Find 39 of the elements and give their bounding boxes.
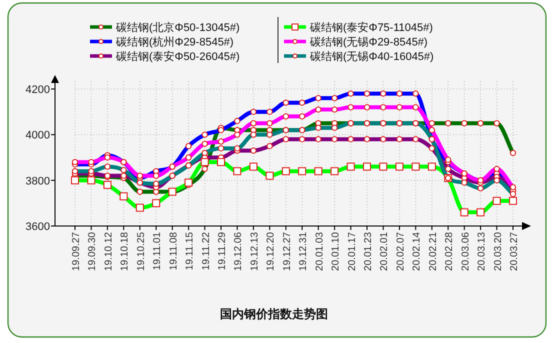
legend-label: 碳结钢(无锡Φ40-16045#) [309,50,434,63]
x-tick-label: 19.11.22 [200,232,212,270]
x-tick-label: 20.02.21 [428,232,439,271]
x-tick-label: 19.12.20 [266,232,277,271]
x-tick-label: 20.01.17 [346,232,358,271]
x-tick-label: 20.03.06 [460,232,472,271]
x-tick-label: 19.10.12 [103,232,114,271]
x-tick-label: 19.09.30 [87,232,98,271]
x-tick-label: 20.02.28 [444,232,456,271]
legend-label: 碳结钢(北京Φ50-13045#) [115,21,240,34]
x-tick-label: 19.12.13 [249,232,260,271]
text: 国内钢价指数走势图 [220,307,328,321]
x-tick-label: 19.12.06 [233,232,244,271]
x-tick-label: 20.03.27 [509,232,520,271]
x-tick-label: 19.10.25 [136,232,147,271]
legend-label: 碳结钢(无锡Φ29-8545#) [309,36,428,48]
y-tick-label: 3800 [26,175,50,188]
x-tick-label: 19.11.01 [152,232,164,270]
x-tick-label: 20.01.10 [330,232,342,271]
x-tick-label: 19.12.31 [298,232,310,271]
y-tick-label: 4200 [26,84,50,96]
y-tick-label: 4000 [26,130,50,142]
x-tick-label: 19.11.15 [184,232,196,270]
x-tick-label: 19.12.27 [282,232,293,271]
x-tick-label: 20.03.20 [492,232,504,271]
x-tick-label: 20.02.07 [395,232,406,271]
x-tick-label: 20.01.23 [363,232,374,271]
x-tick-label: 19.11.29 [217,232,228,270]
x-tick-label: 20.02.14 [412,232,423,271]
legend-label: 碳结钢(泰安Φ50-26045#) [115,50,240,63]
legend-label: 碳结钢(泰安Φ75-11045#) [309,21,433,34]
x-tick-label: 19.09.27 [71,232,82,271]
x-tick-label: 19.10.18 [120,232,131,271]
x-tick-label: 20.02.01 [379,232,390,271]
legend-label: 碳结钢(杭州Φ29-8545#) [115,36,234,48]
y-tick-label: 3600 [26,221,50,233]
x-tick-label: 20.03.13 [476,232,488,271]
x-tick-label: 20.01.03 [314,232,326,271]
x-tick-label: 19.11.08 [168,232,180,270]
